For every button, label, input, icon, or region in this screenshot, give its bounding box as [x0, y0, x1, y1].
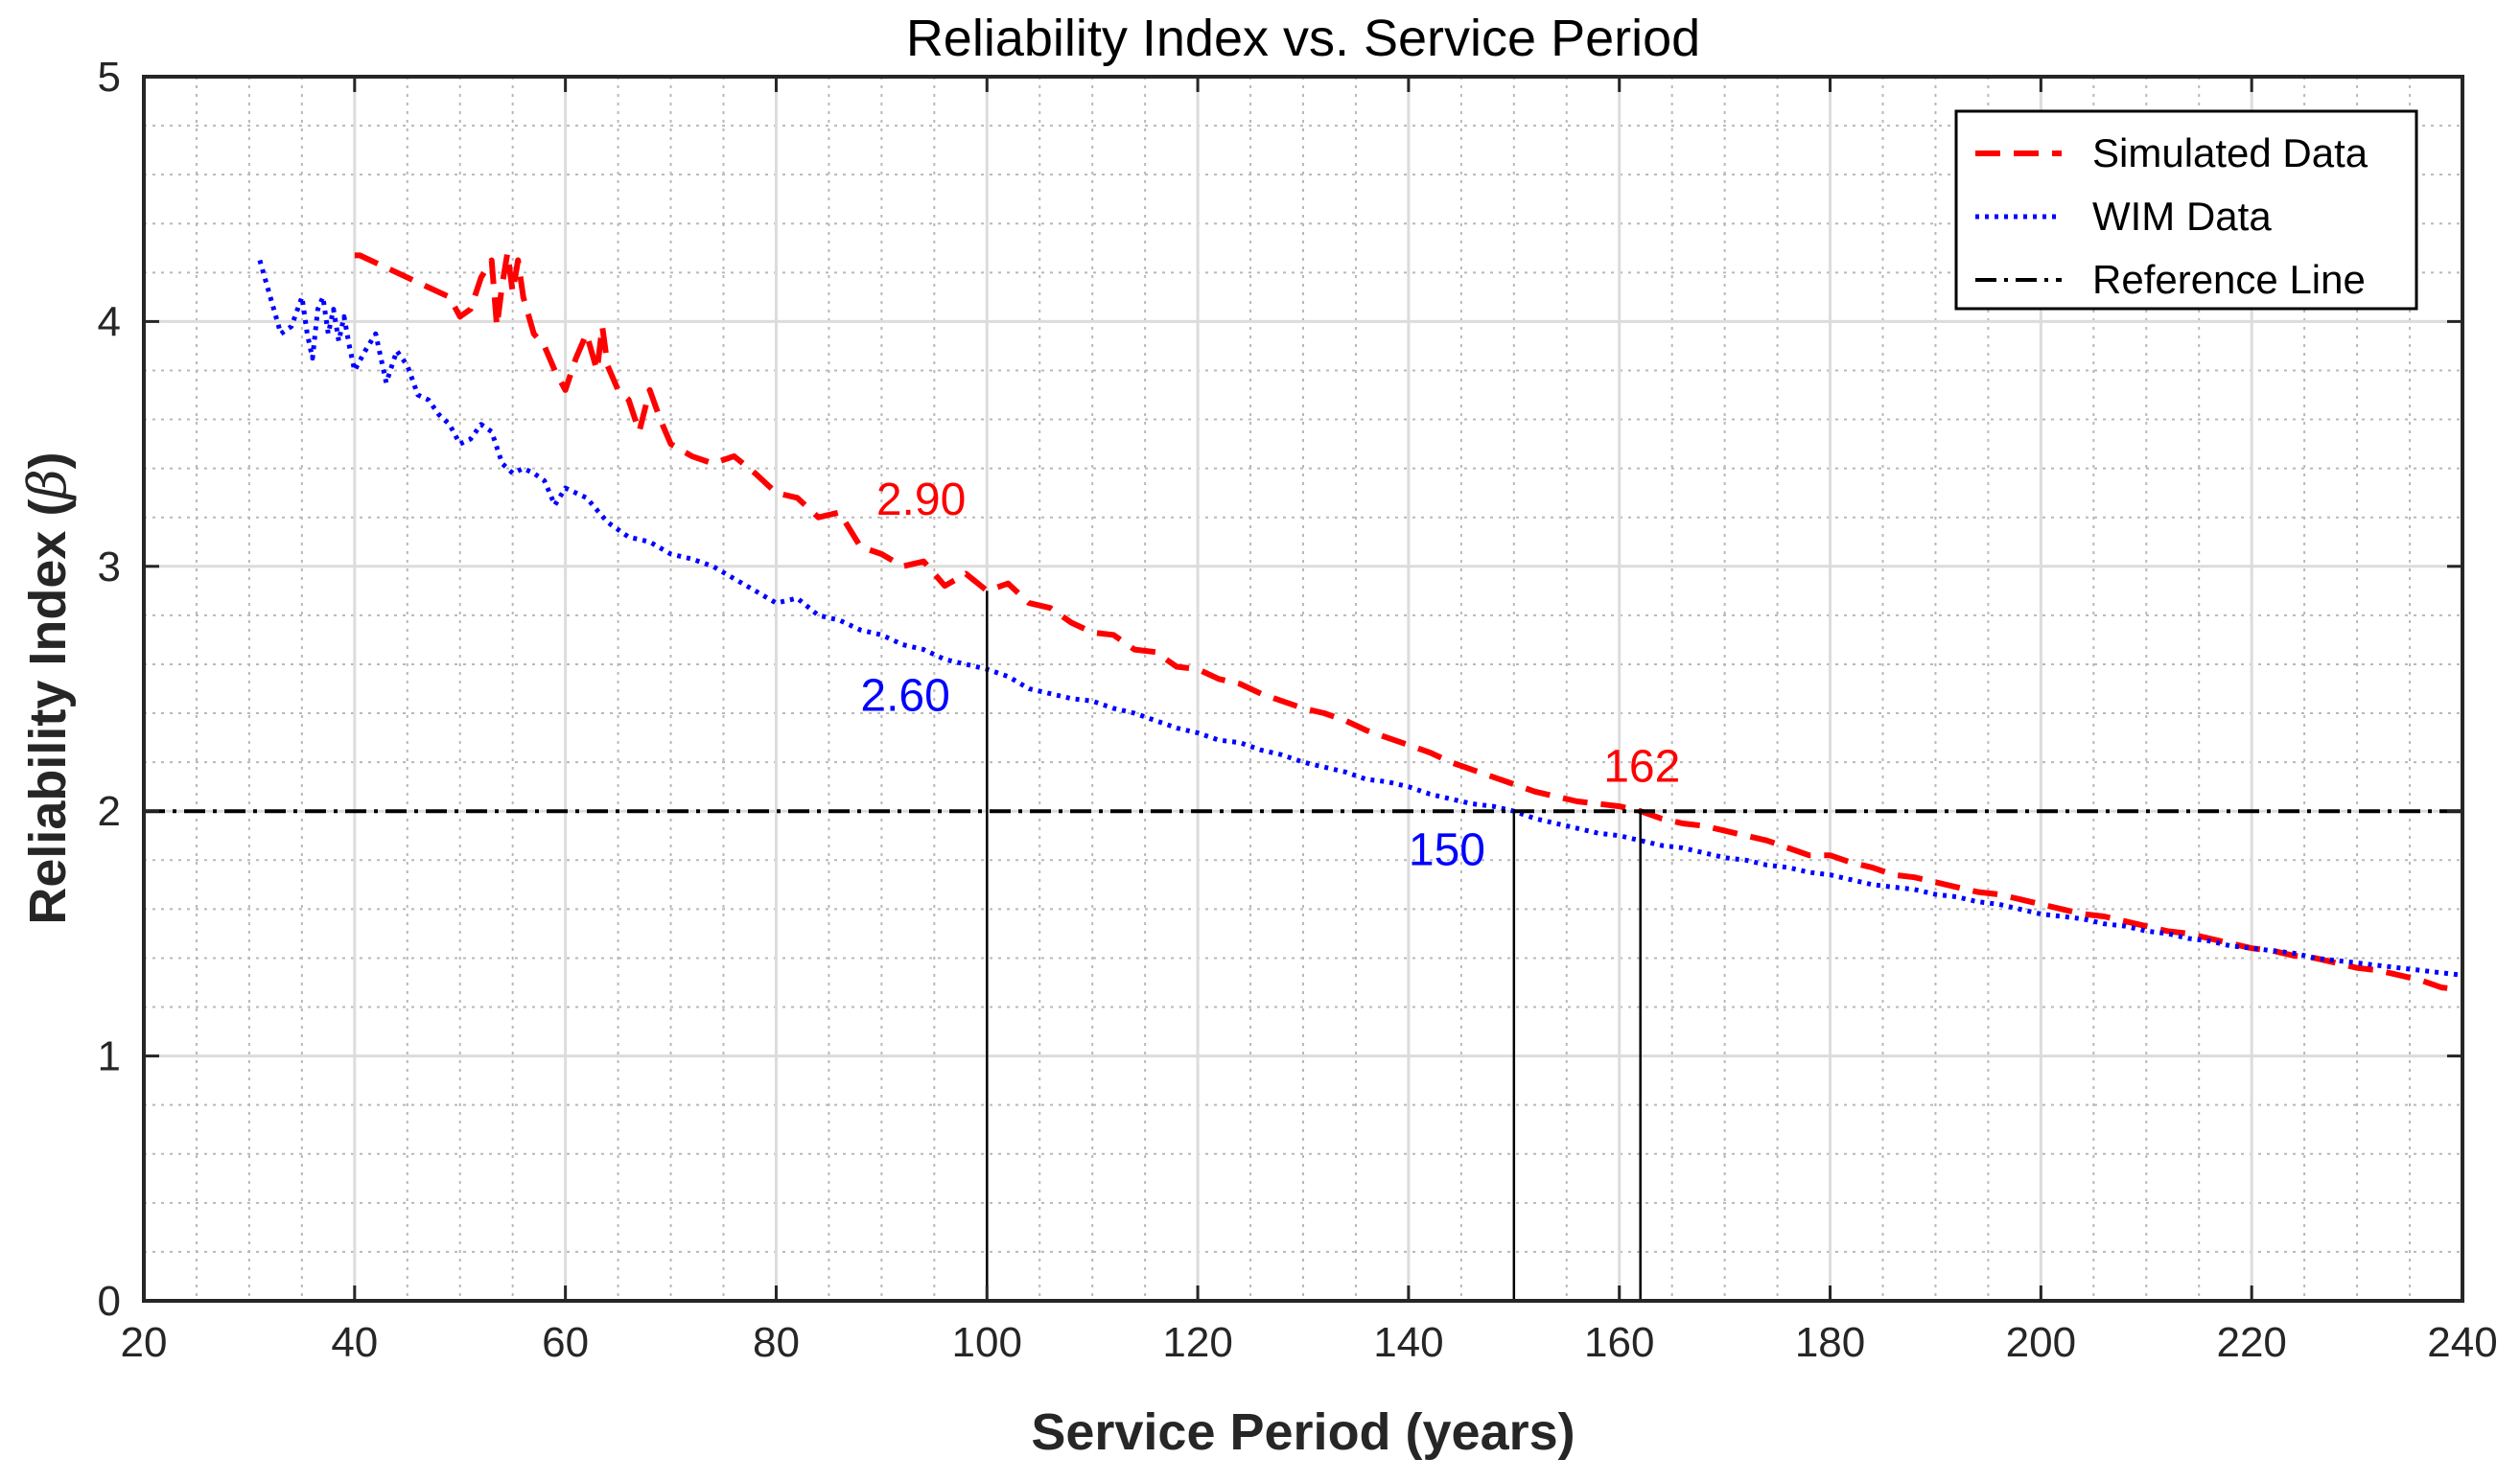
y-tick-label: 1 [98, 1033, 121, 1080]
legend-label-wim: WIM Data [2092, 194, 2272, 239]
x-tick-label: 60 [542, 1319, 589, 1366]
x-tick-label: 120 [1162, 1319, 1232, 1366]
x-tick-label: 240 [2427, 1319, 2497, 1366]
x-tick-label: 100 [952, 1319, 1022, 1366]
y-axis-title: Reliability Index (β) [17, 452, 78, 924]
annotation-2-60: 2.60 [860, 670, 949, 721]
y-tick-label: 4 [98, 298, 121, 345]
y-tick-label: 5 [98, 54, 121, 101]
annotation-150: 150 [1409, 824, 1485, 875]
legend-label-simulated: Simulated Data [2092, 130, 2368, 175]
series-layer [144, 249, 2463, 993]
x-axis-title: Service Period (years) [1031, 1403, 1575, 1461]
chart-title: Reliability Index vs. Service Period [906, 10, 1700, 67]
legend-label-reference: Reference Line [2092, 257, 2366, 302]
axis-ticks: 20 40 60 80 100 120 140 160 180 200 220 240 0 1 2 3 4 5 [98, 54, 2498, 1366]
legend-box [1954, 109, 2418, 311]
y-tick-label: 0 [98, 1278, 121, 1325]
y-tick-label: 3 [98, 544, 121, 590]
minor-grid [144, 77, 2462, 1301]
x-tick-label: 200 [2006, 1319, 2076, 1366]
vertical-markers [986, 590, 1642, 1301]
x-tick-label: 160 [1584, 1319, 1654, 1366]
annotations: 2.90 2.60 162 150 [860, 475, 1680, 875]
x-tick-label: 80 [753, 1319, 800, 1366]
x-tick-label: 220 [2216, 1319, 2286, 1366]
x-tick-label: 180 [1795, 1319, 1865, 1366]
series-line-simulated-data [354, 249, 2463, 993]
y-tick-label: 2 [98, 788, 121, 835]
annotation-2-90: 2.90 [876, 475, 966, 525]
y-axis-title-text: Reliability Index ( [19, 499, 77, 925]
legend: Simulated Data WIM Data Reference Line [1954, 109, 2418, 311]
y-axis-title-close: ) [19, 452, 77, 469]
plot-frame [142, 75, 2464, 1303]
x-tick-label: 140 [1373, 1319, 1443, 1366]
annotation-162: 162 [1603, 742, 1680, 793]
y-axis-title-symbol: β [17, 469, 78, 500]
x-tick-label: 40 [331, 1319, 378, 1366]
x-tick-label: 20 [121, 1319, 168, 1366]
